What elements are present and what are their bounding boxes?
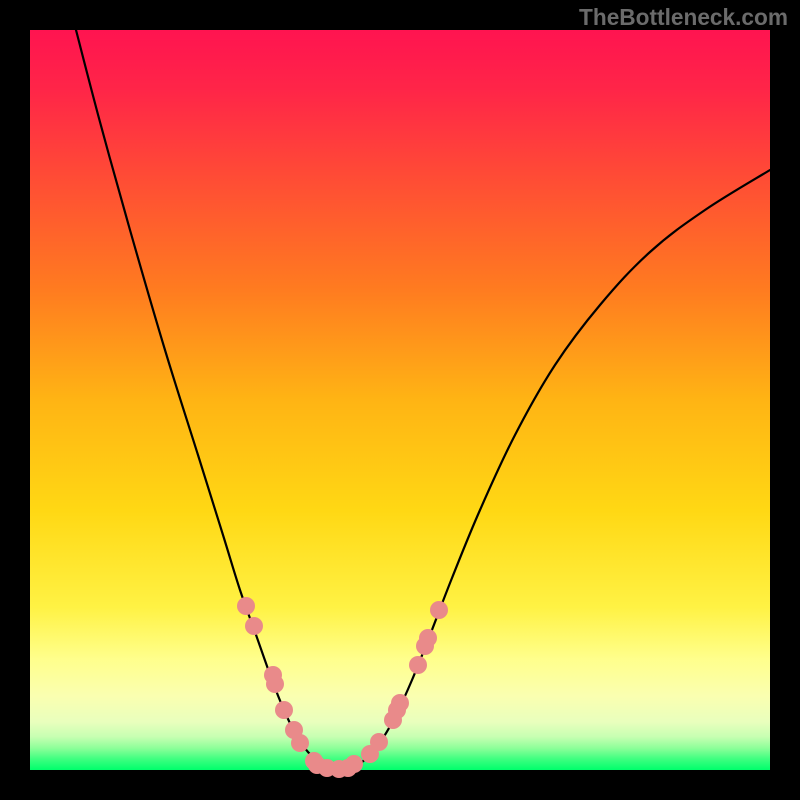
data-marker	[245, 617, 263, 635]
plot-area	[30, 30, 770, 770]
data-marker	[237, 597, 255, 615]
data-marker	[291, 734, 309, 752]
watermark-text: TheBottleneck.com	[579, 4, 788, 31]
data-marker	[370, 733, 388, 751]
data-marker	[275, 701, 293, 719]
data-marker	[419, 629, 437, 647]
data-marker	[266, 675, 284, 693]
data-marker	[409, 656, 427, 674]
data-marker	[345, 755, 363, 773]
marker-layer	[30, 30, 770, 770]
data-marker	[391, 694, 409, 712]
data-marker	[430, 601, 448, 619]
